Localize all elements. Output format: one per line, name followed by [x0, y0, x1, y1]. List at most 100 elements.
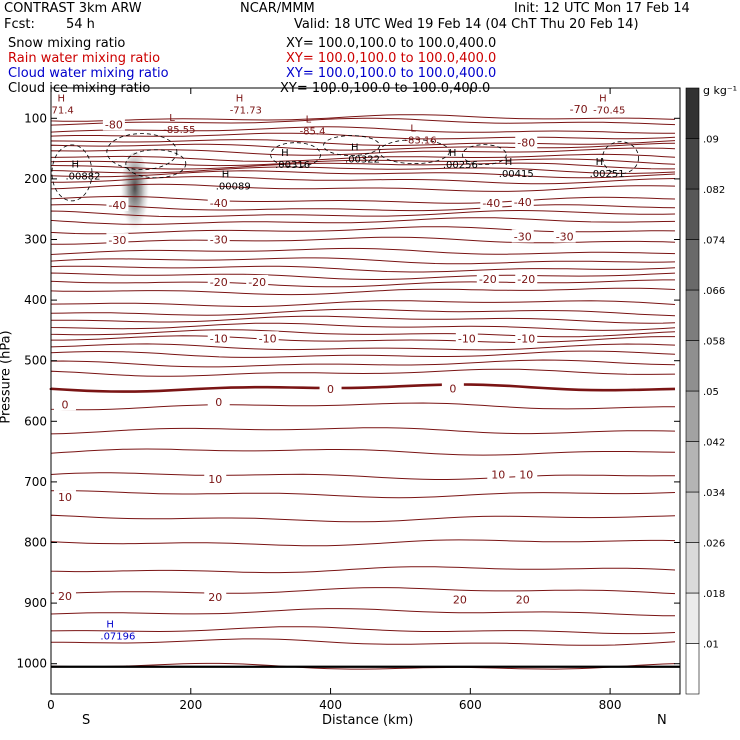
- isotherm-label: -30: [210, 234, 228, 247]
- isotherm-label-bg: [207, 331, 230, 345]
- colorbar-level-label: .09: [703, 135, 719, 146]
- extremum-value: -85.55: [163, 125, 195, 136]
- isotherm-line: [50, 166, 676, 174]
- y-tick-label: 600: [24, 414, 47, 428]
- isotherm-line: [50, 139, 676, 146]
- cloud-ice-contour: [602, 141, 639, 175]
- isotherm-label-bg: [207, 274, 230, 288]
- colorbar-band: [685, 643, 700, 695]
- colorbar-band: [685, 188, 700, 240]
- cloud-ice-contour: [270, 142, 322, 168]
- y-tick-label: 100: [24, 111, 47, 125]
- cloud-ice-contour: [51, 144, 93, 202]
- isotherm-label: -80: [517, 137, 535, 150]
- isotherm-label-bg: [448, 592, 471, 606]
- isotherm-label: -40: [514, 196, 532, 209]
- isotherm-label: 10: [519, 469, 533, 482]
- colorbar-level-label: .034: [703, 488, 725, 499]
- extremum-marker: L: [410, 124, 416, 135]
- cloud-ice-contour: [379, 139, 450, 165]
- isotherm-label: -40: [210, 197, 228, 210]
- isotherm-line: [50, 170, 676, 179]
- extremum-marker: H: [281, 148, 289, 159]
- y-tick-label: 300: [24, 233, 47, 247]
- isotherm-line: [50, 308, 676, 317]
- x-end-label-north: N: [657, 713, 667, 728]
- isotherm-label-bg: [207, 196, 230, 210]
- isotherm-label: -10: [517, 332, 535, 345]
- isotherm-line: [50, 247, 676, 256]
- isotherm-label-bg: [567, 102, 590, 116]
- isotherm-label-bg: [106, 233, 129, 247]
- colorbar-level-label: .026: [703, 539, 725, 550]
- isotherm-line: [50, 176, 676, 185]
- isotherm-line: [50, 350, 676, 358]
- isotherm-label-bg: [319, 382, 342, 396]
- colorbar-level-label: .082: [703, 185, 725, 196]
- isotherm-line: [50, 153, 676, 162]
- isotherm-line: [50, 343, 676, 351]
- isotherm-label-bg: [106, 197, 129, 211]
- isotherm-label-bg: [441, 381, 464, 395]
- isotherm-line: [50, 368, 676, 377]
- isotherm-label: -10: [458, 332, 476, 345]
- isotherm-line: [50, 300, 676, 307]
- x-tick-label: 600: [459, 698, 482, 712]
- extremum-marker: H: [222, 170, 230, 181]
- isotherm-label: 0: [449, 383, 456, 396]
- extremum-value: .00251: [590, 169, 625, 180]
- isotherm-label: -30: [108, 234, 126, 247]
- isotherm-label: 20: [208, 591, 222, 604]
- y-tick-label: 900: [24, 596, 47, 610]
- extremum-marker: H: [236, 93, 244, 104]
- colorbar-band: [685, 491, 700, 543]
- colorbar-band: [685, 87, 700, 139]
- isotherm-line: [50, 204, 676, 212]
- isotherm-label-bg: [53, 490, 76, 504]
- isotherm-label: 20: [516, 593, 530, 606]
- isotherm-label: 0: [327, 383, 334, 396]
- x-axis-label: Distance (km): [322, 713, 414, 728]
- isotherm-label: -10: [259, 332, 277, 345]
- extremum-value: .07196: [100, 631, 135, 642]
- isotherm-label: 20: [453, 593, 467, 606]
- isotherm-line: [50, 359, 676, 368]
- isotherm-line: [50, 587, 676, 595]
- isotherm-line: [50, 315, 676, 324]
- x-end-label-south: S: [82, 713, 91, 728]
- colorbar-level-label: .042: [703, 438, 725, 449]
- isotherm-label-bg: [455, 331, 478, 345]
- cloud-ice-contour: [323, 135, 380, 156]
- x-tick-label: 200: [179, 698, 202, 712]
- extremum-marker: H: [449, 148, 457, 159]
- isotherm-line: [50, 490, 676, 499]
- colorbar-level-label: .018: [703, 589, 725, 600]
- extremum-value: 71.4: [51, 105, 73, 116]
- isotherm-line: [50, 608, 675, 617]
- isotherm-label-bg: [487, 467, 510, 481]
- isotherm-label: -80: [105, 118, 123, 131]
- isotherm-line: [50, 257, 676, 265]
- isotherm-line: [50, 265, 676, 273]
- isotherm-label: -40: [108, 199, 126, 212]
- colorbar-level-label: .066: [703, 286, 725, 297]
- isotherm-line: [50, 147, 676, 156]
- y-tick-label: 1000: [16, 657, 47, 671]
- extremum-value: -70.45: [593, 105, 625, 116]
- isotherm-line: [50, 329, 676, 338]
- isotherm-line: [50, 236, 676, 245]
- isotherm-line: [50, 539, 676, 547]
- isotherm-line: [50, 514, 676, 523]
- field-name-snow: Snow mixing ratio: [8, 36, 126, 51]
- isotherm-label: 20: [58, 590, 72, 603]
- extremum-value: .00256: [443, 160, 478, 171]
- x-tick-label: 400: [319, 698, 342, 712]
- extremum-marker: H: [599, 93, 607, 104]
- y-tick-label: 200: [24, 172, 47, 186]
- isotherm-label: -70: [570, 103, 588, 116]
- isotherm-label-bg: [515, 135, 538, 149]
- isotherm-label: 0: [215, 396, 222, 409]
- isotherm-line: [50, 662, 676, 670]
- isotherm-label-bg: [204, 471, 227, 485]
